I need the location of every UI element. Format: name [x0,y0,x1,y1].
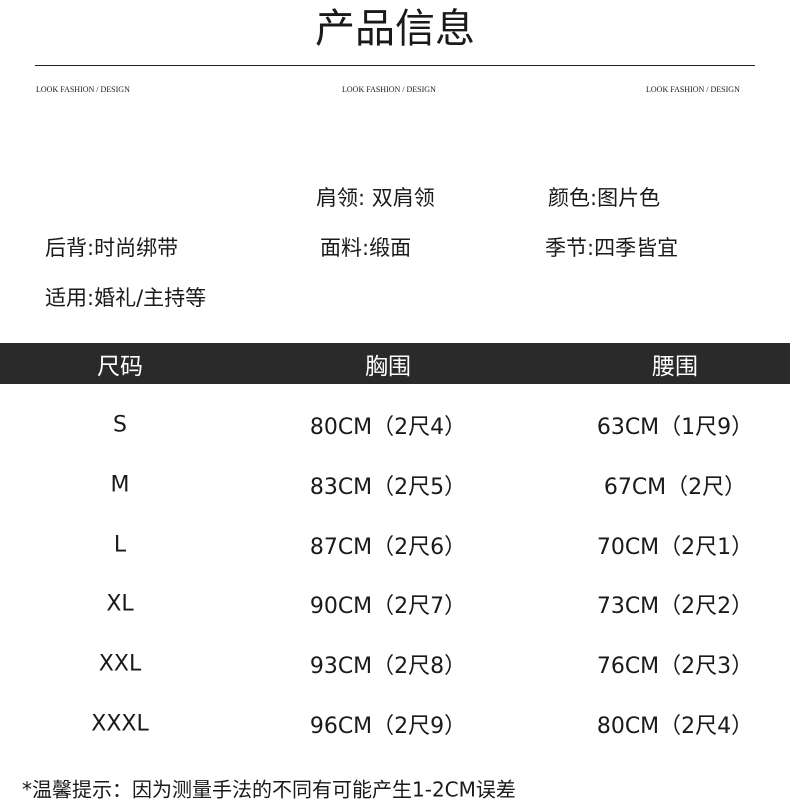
table-cell: 73CM（2尺2） [596,594,754,620]
table-header-bar [0,343,790,384]
table-cell: 80CM（2尺4） [596,714,754,739]
table-cell: 83CM（2尺5） [309,474,467,500]
attribute: 肩领: 双肩领 [316,186,435,210]
table-cell: 96CM（2尺9） [309,714,467,739]
tagline: LOOK FASHION / DESIGN [342,85,436,94]
tagline: LOOK FASHION / DESIGN [646,85,740,94]
table-cell: 67CM（2尺） [603,474,747,500]
column-header: 胸围 [365,354,411,380]
table-cell: 63CM（1尺9） [596,415,754,440]
attribute: 后背:时尚绑带 [45,236,179,260]
table-cell: S [113,412,127,438]
column-header: 腰围 [652,354,698,380]
table-cell: 70CM（2尺1） [596,534,754,560]
table-cell: 80CM（2尺4） [309,415,467,440]
table-cell: M [110,472,130,498]
title: 产品信息 [315,6,475,52]
table-cell: 76CM（2尺3） [596,654,754,680]
attribute: 季节:四季皆宜 [545,236,679,260]
attribute: 颜色:图片色 [548,186,661,210]
table-cell: L [113,532,127,558]
table-cell: 87CM（2尺6） [309,534,467,560]
table-cell: 90CM（2尺7） [309,594,467,620]
divider [35,65,755,66]
table-cell: XXXL [91,711,149,737]
attribute: 适用:婚礼/主持等 [45,286,207,310]
table-cell: XXL [98,651,142,677]
tagline: LOOK FASHION / DESIGN [36,85,130,94]
table-cell: 93CM（2尺8） [309,654,467,680]
column-header: 尺码 [97,354,143,380]
table-cell: XL [106,591,134,617]
attribute: 面料:缎面 [320,236,412,260]
note: *温馨提示：因为测量手法的不同有可能产生1-2CM误差 [22,777,516,802]
